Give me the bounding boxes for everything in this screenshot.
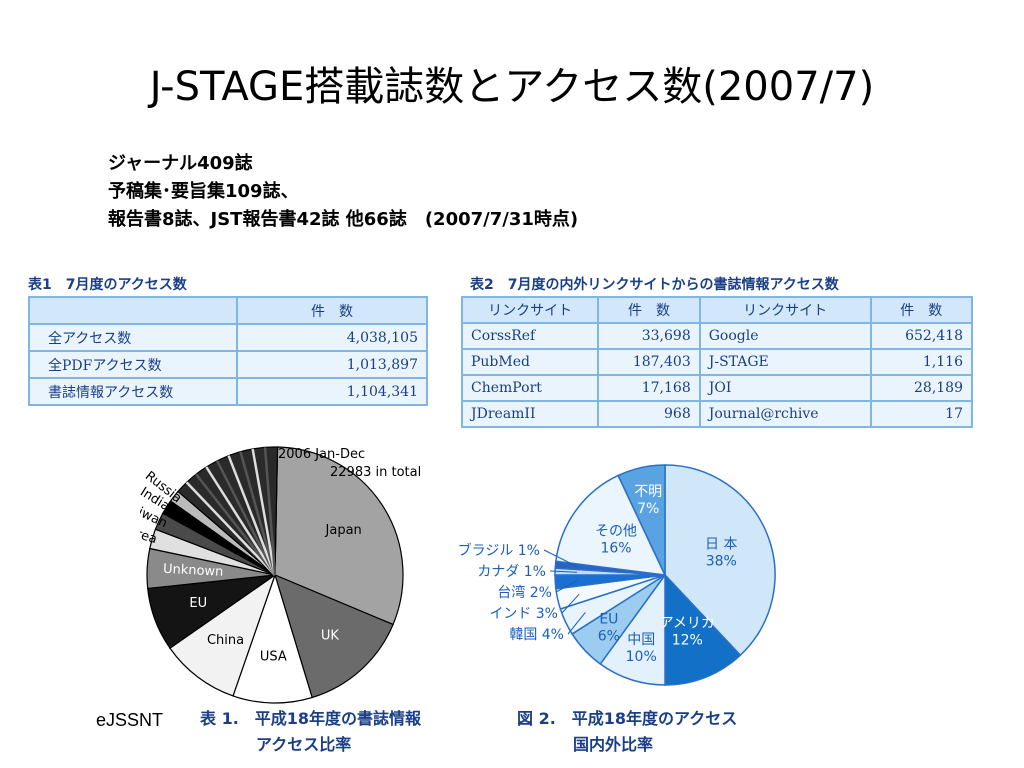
figure1-caption-line: 表 1. 平成18年度の書誌情報 xyxy=(200,709,422,728)
table-cell: 33,698 xyxy=(597,322,701,350)
table1-caption: 表1 7月度のアクセス数 xyxy=(28,277,187,293)
pie-slice-label: インド 3% xyxy=(489,606,558,622)
pie-slice xyxy=(274,446,404,626)
table-header-cell: 件 数 xyxy=(236,296,428,325)
pie-slice-label: 韓国 4% xyxy=(509,627,564,643)
pie-slice-label: Unknown xyxy=(163,562,224,580)
table-header-row: 件 数 xyxy=(28,296,428,325)
table-cell: 1,104,341 xyxy=(236,377,428,406)
pie-slice xyxy=(617,464,666,576)
table-cell: 書誌情報アクセス数 xyxy=(28,377,238,406)
summary-line-proceedings: 予稿集･要旨集109誌、 xyxy=(108,181,299,202)
pie-slice-label: EU xyxy=(189,596,207,611)
table-row: ChemPort 17,168 JOI 28,189 xyxy=(460,374,974,402)
table-cell: ChemPort xyxy=(460,374,600,402)
table-header-row: リンクサイト 件 数 リンクサイト 件 数 xyxy=(460,296,974,324)
link-site-table: リンクサイト 件 数 リンクサイト 件 数 CorssRef 33,698 Go… xyxy=(460,296,974,428)
footer-label: eJSSNT xyxy=(96,710,164,730)
pie-slice-divider xyxy=(239,451,277,576)
pie-slice-label: UK xyxy=(321,628,340,643)
chart-title: 2006 Jan-Dec xyxy=(278,447,365,462)
pie-slice-label: 台湾 2% xyxy=(497,584,552,601)
table-header-cell: 件 数 xyxy=(869,296,974,324)
leader-line xyxy=(543,549,578,568)
pie-slice-divider xyxy=(185,481,276,576)
table-cell: Google xyxy=(698,322,872,350)
domestic-foreign-pie-chart: 日 本 38% アメリカ 12%中国 10% EU 6% 韓国 4% インド 3% 台湾 2% カナ… xyxy=(458,464,776,686)
table-cell: 4,038,105 xyxy=(236,323,428,352)
summary-line-reports: 報告書8誌、JST報告書42誌 他66誌 (2007/7/31時点) xyxy=(108,209,579,230)
access-table: 件 数 全アクセス数 4,038,105 全PDFアクセス数 1,013,897… xyxy=(28,296,428,406)
figure2-caption-line: 国内外比率 xyxy=(573,735,654,754)
pie-slice xyxy=(177,446,279,577)
table-cell: JOI xyxy=(698,374,872,402)
table-cell: 1,116 xyxy=(869,348,974,376)
figure1-caption-line: アクセス比率 xyxy=(256,735,352,754)
pie-slice-divider xyxy=(251,448,277,576)
table-cell: CorssRef xyxy=(460,322,600,350)
pie-slice-label: China xyxy=(207,633,244,648)
pie-slice-divider xyxy=(227,455,277,576)
table-header-cell xyxy=(28,296,238,325)
pie-slice-label: Japan xyxy=(325,523,362,538)
table-cell: 652,418 xyxy=(869,322,974,350)
table-cell: 17,168 xyxy=(597,374,701,402)
table-cell: 17 xyxy=(869,400,974,428)
table2-caption: 表2 7月度の内外リンクサイトからの書誌情報アクセス数 xyxy=(470,277,839,293)
table-cell: 968 xyxy=(597,400,701,428)
chart-subtitle: 22983 in total xyxy=(330,465,421,480)
table-cell: 187,403 xyxy=(597,348,701,376)
figure1-caption: 表 1. 平成18年度の書誌情報 アクセス比率 xyxy=(200,706,421,758)
table-row: CorssRef 33,698 Google 652,418 xyxy=(460,322,974,350)
pie-slice-divider xyxy=(263,447,277,576)
figure2-caption-line: 図 2. 平成18年度のアクセス xyxy=(517,709,738,728)
table-row: 書誌情報アクセス数 1,104,341 xyxy=(28,377,428,406)
pie-slice-label: その他 16% xyxy=(595,523,637,556)
slide-title: J-STAGE搭載誌数とアクセス数(2007/7) xyxy=(149,64,875,110)
pie-slice xyxy=(274,573,394,699)
summary-line-journals: ジャーナル409誌 xyxy=(108,153,253,174)
leader-line xyxy=(549,570,578,573)
table-cell: Journal@rchive xyxy=(698,400,872,428)
leader-line xyxy=(567,612,586,635)
table-header-cell: リンクサイト xyxy=(460,296,600,324)
table-cell: J-STAGE xyxy=(698,348,872,376)
pie-slice xyxy=(555,474,667,576)
country-access-pie-chart: 2006 Jan-Dec 22983 in total Japan UK USA Ch… xyxy=(140,446,421,704)
pie-slice xyxy=(169,573,277,697)
leader-line xyxy=(555,580,578,593)
table-cell: 28,189 xyxy=(869,374,974,402)
figure2-caption: 図 2. 平成18年度のアクセス 国内外比率 xyxy=(517,706,737,758)
pie-slice-divider xyxy=(205,466,277,576)
pie-slice-divider xyxy=(195,473,276,576)
pie-slice xyxy=(232,573,313,704)
summary-block: ジャーナル409誌 予稿集･要旨集109誌、 報告書8誌、JST報告書42誌 他… xyxy=(108,150,578,234)
table-row: 全アクセス数 4,038,105 xyxy=(28,323,428,352)
pie-slice-label: ブラジル 1% xyxy=(458,542,540,559)
pie-slice-label: 中国 10% xyxy=(626,632,657,665)
table-cell: JDreamII xyxy=(460,400,600,428)
table-cell: 全アクセス数 xyxy=(28,323,238,352)
table-row: 全PDFアクセス数 1,013,897 xyxy=(28,350,428,379)
table-row: PubMed 187,403 J-STAGE 1,116 xyxy=(460,348,974,376)
pie-slice xyxy=(664,573,742,686)
pie-slice-label: USA xyxy=(260,649,287,664)
pie-slice-divider xyxy=(216,460,277,576)
pie-slice-label: EU 6% xyxy=(598,612,620,645)
table-row: JDreamII 968 Journal@rchive 17 xyxy=(460,400,974,428)
table-header-cell: 件 数 xyxy=(597,296,701,324)
pie-slice xyxy=(664,464,776,657)
table-cell: PubMed xyxy=(460,348,600,376)
pie-slice-label: アメリカ 12% xyxy=(660,615,715,648)
table-cell: 1,013,897 xyxy=(236,350,428,379)
leader-line xyxy=(561,593,580,614)
pie-slice-label: 不明 7% xyxy=(634,484,662,517)
table-header-cell: リンクサイト xyxy=(698,296,872,324)
pie-slice-label: 日 本 38% xyxy=(705,537,737,570)
table-cell: 全PDFアクセス数 xyxy=(28,350,238,379)
pie-slice-label: カナダ 1% xyxy=(477,564,546,580)
